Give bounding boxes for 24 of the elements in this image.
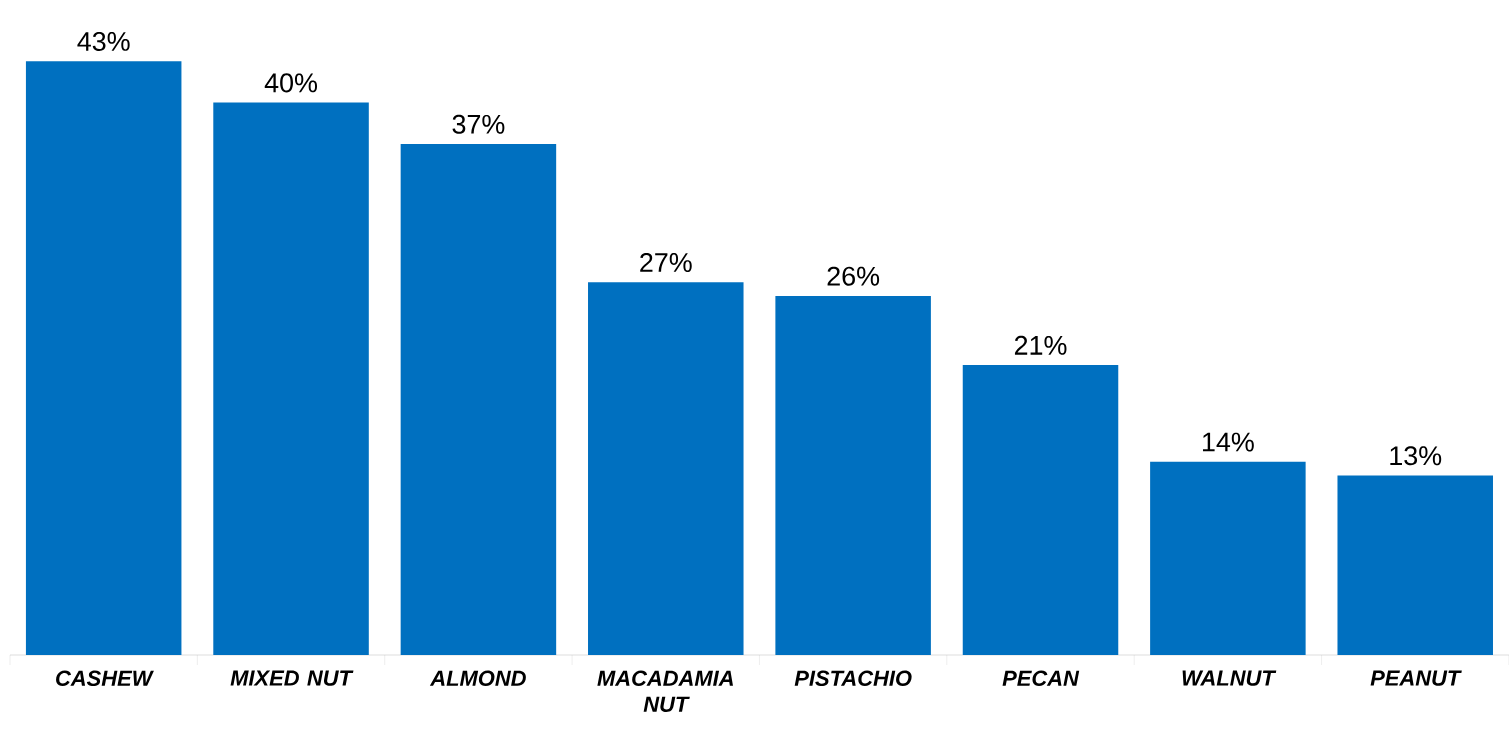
x-tick-label: WALNUT <box>1182 670 1277 686</box>
bar <box>1337 475 1493 655</box>
bar <box>775 295 931 655</box>
bar <box>25 61 182 655</box>
data-label: 21% <box>1014 335 1067 355</box>
data-label: 26% <box>827 266 880 286</box>
x-tick-label: MIXED NUT <box>230 670 354 686</box>
x-tick-label: PECAN <box>1002 670 1080 687</box>
data-label: 43% <box>77 31 130 51</box>
bar <box>1150 461 1306 655</box>
x-tick-label: CASHEW <box>56 670 154 687</box>
data-label: 40% <box>264 73 318 93</box>
data-label: 37% <box>452 114 505 134</box>
x-tick-label: MACADAMIA NUT <box>597 670 733 712</box>
data-label: 27% <box>640 252 692 272</box>
x-tick-label: PEANUT <box>1370 670 1462 686</box>
bar <box>588 282 744 655</box>
bar <box>400 144 557 655</box>
bar <box>962 364 1119 655</box>
data-label: 13% <box>1390 446 1442 466</box>
data-label: 14% <box>1203 432 1254 452</box>
x-tick-label: PISTACHIO <box>794 670 912 687</box>
bar <box>213 102 369 655</box>
x-tick-label: ALMOND <box>429 670 526 687</box>
